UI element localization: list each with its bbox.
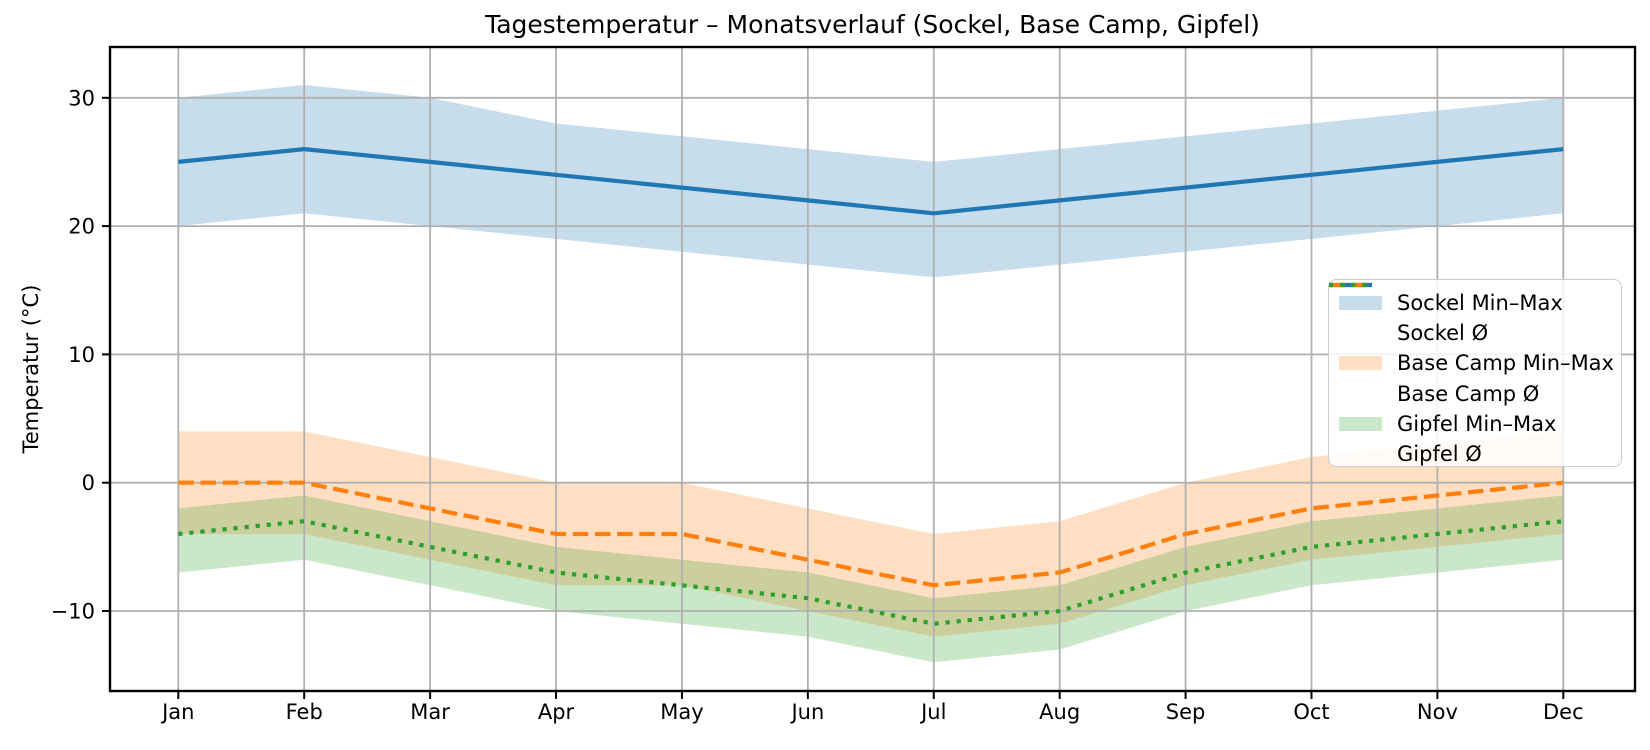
x-tick-label-Nov: Nov xyxy=(1417,700,1458,724)
y-tick-label--10: −10 xyxy=(51,600,95,624)
legend-label: Gipfel Min–Max xyxy=(1397,411,1557,436)
legend-label: Sockel Ø xyxy=(1397,321,1489,346)
x-tick-label-Sep: Sep xyxy=(1166,700,1206,724)
y-tick-label-10: 10 xyxy=(68,343,95,367)
chart-title: Tagestemperatur – Monatsverlauf (Sockel,… xyxy=(485,10,1260,39)
mean-line-gipfel xyxy=(178,519,1564,626)
legend-item-sockel-band: Sockel Min–Max xyxy=(1339,288,1621,318)
x-tick-label-Oct: Oct xyxy=(1293,700,1329,724)
base-camp-band-swatch xyxy=(1339,356,1382,371)
mean-line-sockel xyxy=(178,147,1564,216)
legend-label: Base Camp Ø xyxy=(1397,381,1540,406)
legend-item-sockel-mean: Sockel Ø xyxy=(1329,282,1621,348)
y-axis-label: Temperatur (°C) xyxy=(19,284,43,454)
x-tick-label-Feb: Feb xyxy=(286,700,323,724)
x-tick-label-Aug: Aug xyxy=(1039,700,1080,724)
y-tick-label-30: 30 xyxy=(68,86,95,110)
legend-item-base-camp-band: Base Camp Min–Max xyxy=(1339,348,1621,378)
legend: Sockel Min–Max Sockel Ø Base Camp Min–Max B… xyxy=(1328,279,1622,467)
y-tick-label-0: 0 xyxy=(82,471,95,495)
x-tick-label-Jun: Jun xyxy=(789,700,824,724)
x-tick-label-Jul: Jul xyxy=(919,700,946,724)
legend-item-base-camp-mean: Base Camp Ø xyxy=(1329,282,1621,409)
legend-label: Gipfel Ø xyxy=(1397,442,1482,467)
x-tick-label-Mar: Mar xyxy=(410,700,450,724)
legend-label: Base Camp Min–Max xyxy=(1397,351,1614,376)
x-tick-label-May: May xyxy=(660,700,703,724)
mean-line-base-camp xyxy=(178,480,1564,588)
sockel-band-swatch xyxy=(1339,296,1382,311)
y-tick-label-20: 20 xyxy=(68,215,95,239)
gipfel-band-swatch xyxy=(1339,416,1382,431)
legend-label: Sockel Min–Max xyxy=(1397,291,1563,316)
legend-item-gipfel-mean: Gipfel Ø xyxy=(1329,282,1621,469)
x-tick-label-Dec: Dec xyxy=(1543,700,1584,724)
axes-frame xyxy=(108,45,1637,693)
band-gipfel xyxy=(178,495,1564,663)
x-tick-label-Jan: Jan xyxy=(160,700,194,724)
legend-item-gipfel-band: Gipfel Min–Max xyxy=(1339,409,1621,439)
x-tick-label-Apr: Apr xyxy=(538,700,575,724)
band-sockel xyxy=(178,85,1564,278)
